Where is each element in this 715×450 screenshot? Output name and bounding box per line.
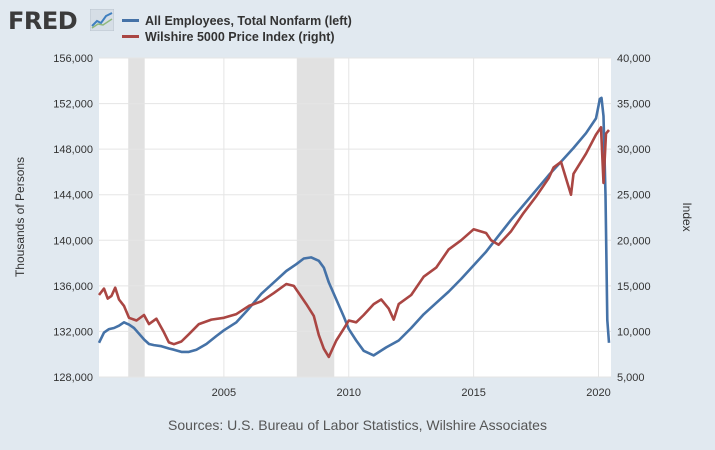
- gridlines: [99, 57, 611, 378]
- y-tick-label-right: 5,000: [617, 372, 645, 384]
- y-tick-label-right: 15,000: [617, 281, 651, 293]
- fred-chart-icon: [90, 9, 114, 31]
- chart-header: FRED All Employees, Total Nonfarm (left)…: [0, 0, 715, 50]
- legend-label-wilshire: Wilshire 5000 Price Index (right): [145, 30, 335, 44]
- x-tick-label: 2010: [337, 387, 361, 399]
- legend-item-employees[interactable]: All Employees, Total Nonfarm (left): [122, 13, 352, 29]
- y-tick-label-left: 156,000: [53, 53, 93, 65]
- x-tick-label: 2015: [461, 387, 485, 399]
- y-tick-label-right: 25,000: [617, 190, 651, 202]
- axis-ticks: 128,000 132,000 136,000 140,000 144,000 148,0…: [53, 53, 650, 399]
- series-line-wilshire: [97, 126, 610, 359]
- y-tick-label-left: 136,000: [53, 281, 93, 293]
- y-tick-label-left: 128,000: [53, 372, 93, 384]
- y-tick-label-right: 40,000: [617, 53, 651, 65]
- y-axis-title-right: Index: [680, 202, 694, 231]
- series-lines: [97, 96, 611, 359]
- recession-band-1: [296, 58, 335, 377]
- legend-label-employees: All Employees, Total Nonfarm (left): [145, 14, 352, 28]
- y-tick-label-left: 132,000: [53, 326, 93, 338]
- y-tick-label-left: 148,000: [53, 144, 93, 156]
- y-tick-label-right: 35,000: [617, 99, 651, 111]
- legend-swatch-employees: [122, 19, 139, 23]
- plot-area: [99, 58, 611, 377]
- fred-logo[interactable]: FRED: [8, 7, 78, 35]
- y-axis-title-left: Thousands of Persons: [13, 157, 27, 277]
- legend-swatch-wilshire: [122, 35, 139, 39]
- source-note: Sources: U.S. Bureau of Labor Statistics…: [168, 417, 547, 433]
- recession-band-0: [128, 58, 145, 377]
- recession-shading: [128, 58, 335, 377]
- x-tick-label: 2005: [212, 387, 236, 399]
- y-tick-label-right: 20,000: [617, 235, 651, 247]
- x-tick-label: 2020: [586, 387, 610, 399]
- y-tick-label-right: 30,000: [617, 144, 651, 156]
- legend-item-wilshire[interactable]: Wilshire 5000 Price Index (right): [122, 29, 335, 45]
- y-tick-label-right: 10,000: [617, 326, 651, 338]
- y-tick-label-left: 144,000: [53, 190, 93, 202]
- y-tick-label-left: 152,000: [53, 99, 93, 111]
- y-tick-label-left: 140,000: [53, 235, 93, 247]
